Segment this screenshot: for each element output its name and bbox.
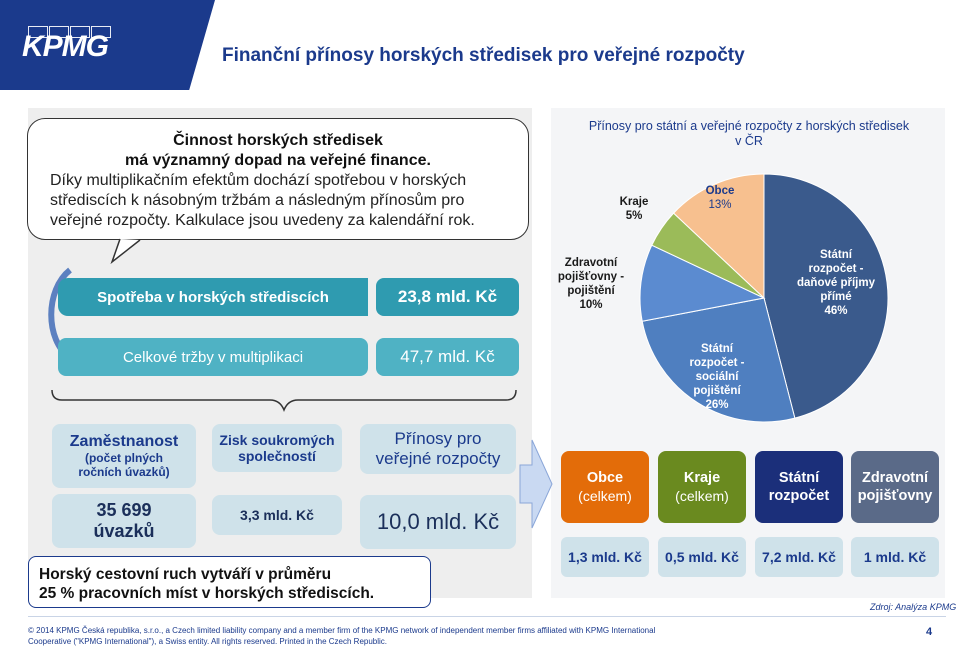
zisk-header: Zisk soukromých společností <box>212 424 342 472</box>
entity-statni-name-2: rozpočet <box>768 488 830 504</box>
label-zdrav: Zdravotní pojišťovny - pojištění 10% <box>549 256 633 312</box>
label-statni-soc-pct: 26% <box>705 399 729 411</box>
kpmg-logo: KPMG <box>22 30 109 63</box>
label-kraje: Kraje 5% <box>604 195 664 223</box>
prinosy-title-1: Přínosy pro <box>394 429 482 448</box>
entity-kraje-value: 0,5 mld. Kč <box>658 537 746 577</box>
entity-kraje: Kraje (celkem) <box>658 451 746 523</box>
callout-line-2: 25 % pracovních míst v horských středisc… <box>39 585 375 602</box>
entity-obce: Obce (celkem) <box>561 451 649 523</box>
chart-title: Přínosy pro státní a veřejné rozpočty z … <box>560 119 938 149</box>
page-title: Finanční přínosy horských středisek pro … <box>222 45 745 66</box>
label-zdrav-1: Zdravotní <box>564 257 618 269</box>
zisk-title-2: společností <box>238 448 316 464</box>
spotreba-label: Spotřeba v horských střediscích <box>97 288 329 306</box>
intro-bubble: Činnost horských středisek má významný d… <box>27 118 529 240</box>
label-statni-soc-1: Státní <box>701 343 733 355</box>
trzby-value-pill: 47,7 mld. Kč <box>376 338 519 376</box>
employment-callout: Horský cestovní ruch vytváří v průměru 2… <box>28 556 431 608</box>
bubble-line-1: Činnost horských středisek <box>173 132 383 149</box>
label-zdrav-pct: 10% <box>579 299 603 311</box>
zamestnanost-value-2: úvazků <box>93 521 155 541</box>
bubble-line-2: má významný dopad na veřejné finance. <box>125 152 431 169</box>
label-statni-dane-4: přímé <box>820 291 852 303</box>
entity-zdravotni-pojistovny: Zdravotní pojišťovny <box>851 451 939 523</box>
label-statni-soc-3: sociální <box>695 371 739 383</box>
entity-statni-value: 7,2 mld. Kč <box>755 537 843 577</box>
zamestnanost-sub-2: ročních úvazků) <box>78 465 170 479</box>
entity-statni-rozpocet: Státní rozpočet <box>755 451 843 523</box>
zisk-title-1: Zisk soukromých <box>219 432 335 448</box>
label-obce-1: Obce <box>705 185 735 197</box>
zamestnanost-value-1: 35 699 <box>96 500 152 520</box>
spotreba-value: 23,8 mld. Kč <box>397 287 498 306</box>
label-statni-dane: Státní rozpočet - daňové příjmy přímé 46… <box>786 248 886 318</box>
footer: © 2014 KPMG Česká republika, s.r.o., a C… <box>28 625 728 647</box>
entity-zdrav-name-1: Zdravotní <box>861 470 929 486</box>
bubble-line-5: veřejné rozpočty. Kalkulace jsou uvedeny… <box>50 212 475 229</box>
footer-line-2: Cooperative ("KPMG International"), a Sw… <box>28 637 388 646</box>
kpmg-logo-background <box>0 0 215 90</box>
entity-zdrav-name-2: pojišťovny <box>857 488 933 504</box>
label-statni-dane-1: Státní <box>820 249 852 261</box>
bubble-line-4: střediscích k násobným tržbám a následný… <box>50 192 465 209</box>
trzby-label-pill: Celkové tržby v multiplikaci <box>58 338 368 376</box>
zamestnanost-sub-1: (počet plných <box>84 451 163 465</box>
label-obce: Obce 13% <box>690 184 750 212</box>
bubble-line-3: Díky multiplikačním efektům dochází spot… <box>50 172 467 189</box>
header: KPMG Finanční přínosy horských středisek… <box>0 0 960 108</box>
chart-title-line-1: Přínosy pro státní a veřejné rozpočty z … <box>588 119 910 133</box>
zisk-value-box: 3,3 mld. Kč <box>212 495 342 535</box>
footer-divider <box>28 616 946 617</box>
label-zdrav-2: pojišťovny - <box>557 271 625 283</box>
label-kraje-1: Kraje <box>619 196 649 208</box>
label-zdrav-3: pojištění <box>567 285 615 297</box>
label-statni-dane-2: rozpočet - <box>808 263 864 275</box>
zisk-value: 3,3 mld. Kč <box>240 507 314 523</box>
curly-brace <box>51 389 517 413</box>
entity-kraje-sub: (celkem) <box>675 488 729 504</box>
prinosy-value: 10,0 mld. Kč <box>376 509 500 534</box>
prinosy-title-2: veřejné rozpočty <box>375 449 501 468</box>
entity-obce-name: Obce <box>586 470 624 486</box>
page-number: 4 <box>926 626 933 638</box>
label-statni-soc: Státní rozpočet - sociální pojištění 26% <box>672 342 762 412</box>
entity-statni-name-1: Státní <box>778 470 820 486</box>
entity-obce-value: 1,3 mld. Kč <box>561 537 649 577</box>
spotreba-value-pill: 23,8 mld. Kč <box>376 278 519 316</box>
label-statni-soc-2: rozpočet - <box>689 357 745 369</box>
label-kraje-pct: 5% <box>625 210 643 222</box>
bubble-tail <box>110 238 141 265</box>
kpmg-logo-squares <box>28 26 111 38</box>
label-statni-dane-3: daňové příjmy <box>797 277 875 289</box>
entity-kraje-name: Kraje <box>683 470 721 486</box>
big-right-arrow-icon <box>519 439 553 529</box>
label-statni-soc-4: pojištění <box>693 385 741 397</box>
prinosy-header: Přínosy pro veřejné rozpočty <box>360 424 516 474</box>
entity-obce-sub: (celkem) <box>578 488 632 504</box>
prinosy-value-box: 10,0 mld. Kč <box>360 495 516 549</box>
trzby-label: Celkové tržby v multiplikaci <box>122 348 304 366</box>
label-obce-pct: 13% <box>708 199 732 211</box>
trzby-value: 47,7 mld. Kč <box>400 347 495 366</box>
zamestnanost-value-box: 35 699 úvazků <box>52 494 196 548</box>
chart-title-line-2: v ČR <box>735 134 763 148</box>
footer-line-1: © 2014 KPMG Česká republika, s.r.o., a C… <box>28 626 656 635</box>
spotreba-label-pill: Spotřeba v horských střediscích <box>58 278 368 316</box>
label-statni-dane-pct: 46% <box>824 305 848 317</box>
zamestnanost-title: Zaměstnanost <box>69 433 179 450</box>
zamestnanost-header: Zaměstnanost (počet plných ročních úvazk… <box>52 424 196 488</box>
entity-zdrav-value: 1 mld. Kč <box>851 537 939 577</box>
callout-line-1: Horský cestovní ruch vytváří v průměru <box>39 566 332 583</box>
source-note: Zdroj: Analýza KPMG <box>870 602 957 612</box>
